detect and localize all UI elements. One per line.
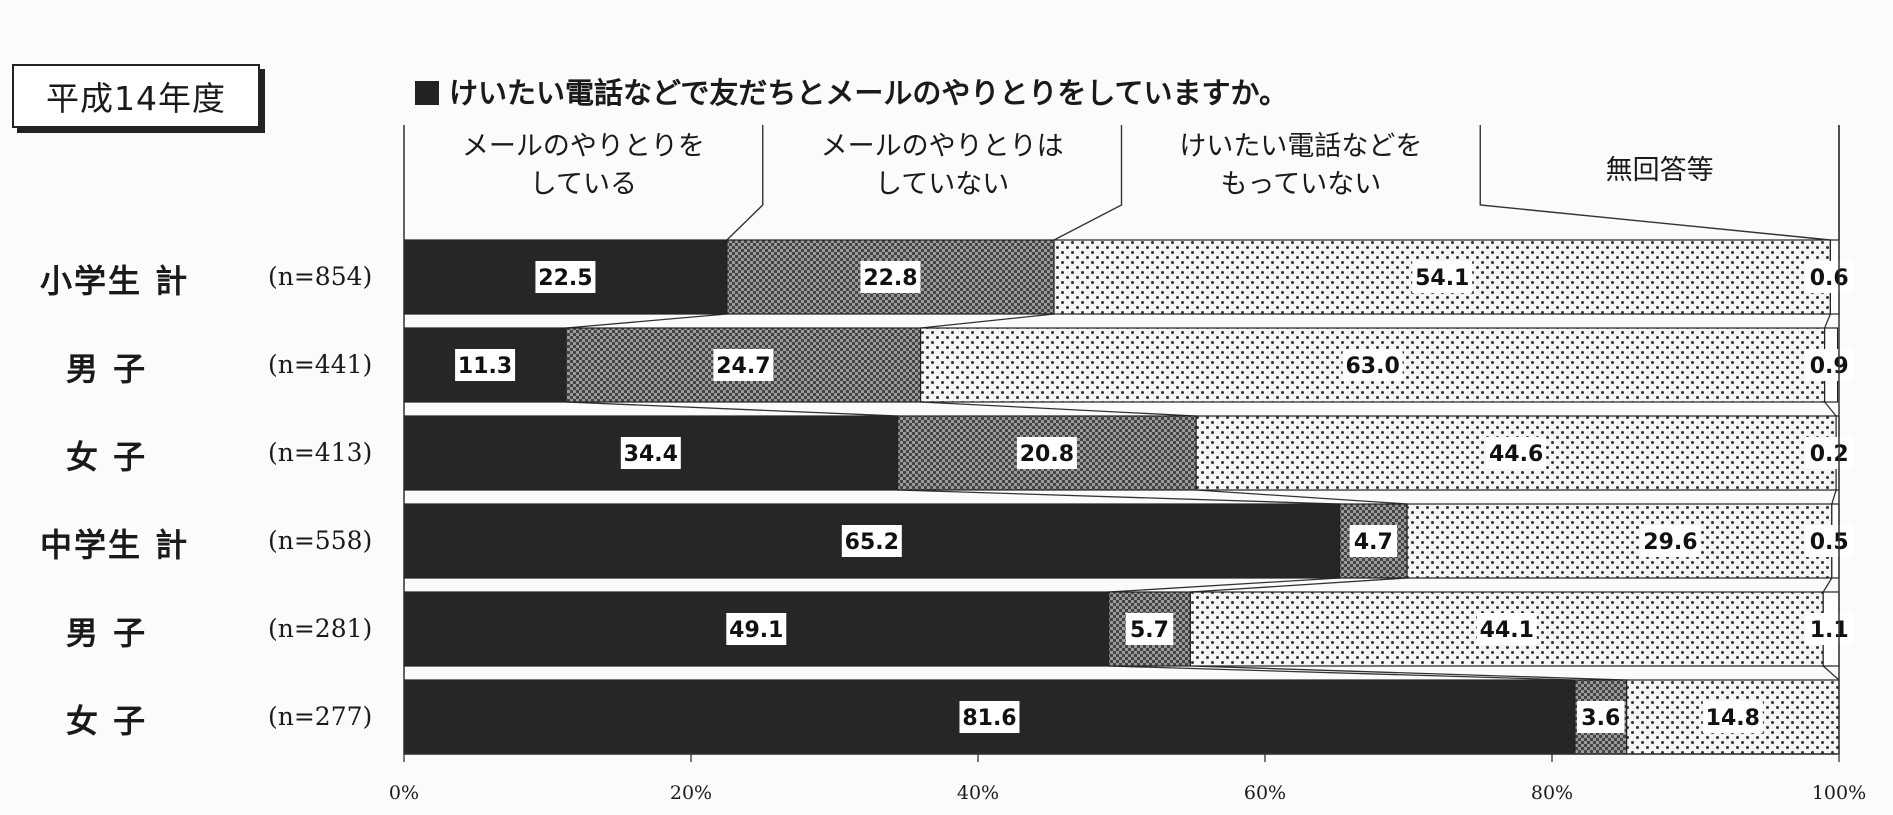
value-label-bg xyxy=(1702,701,1763,733)
value-label-bg xyxy=(959,701,1020,733)
category-header: けいたい電話などを もっていない xyxy=(1179,131,1423,200)
x-tick-label: 60% xyxy=(1243,782,1287,804)
value-label: 24.7 xyxy=(716,354,770,379)
category-header: 無回答等 xyxy=(1605,155,1714,186)
connector-line xyxy=(920,313,1055,329)
x-tick-label: 80% xyxy=(1530,782,1574,804)
connector-line xyxy=(1824,401,1837,417)
value-label: 49.1 xyxy=(729,618,783,643)
header-divider xyxy=(1053,125,1123,241)
value-label: 65.2 xyxy=(845,530,899,555)
connector-line xyxy=(1822,665,1840,681)
value-label-bg xyxy=(1349,525,1398,557)
value-label: 11.3 xyxy=(458,354,512,379)
value-label: 22.5 xyxy=(538,266,592,291)
value-label-bg xyxy=(1476,613,1537,645)
connector-line xyxy=(1822,577,1833,593)
value-label: 44.6 xyxy=(1489,442,1543,467)
value-label: 20.8 xyxy=(1020,442,1074,467)
connector-line xyxy=(1190,665,1627,681)
x-tick-label: 0% xyxy=(388,782,420,804)
value-label: 0.5 xyxy=(1810,530,1849,555)
connector-line xyxy=(1824,313,1831,329)
row-label: 男 子 xyxy=(66,350,148,388)
value-label: 81.6 xyxy=(962,706,1016,731)
row-label: 男 子 xyxy=(66,614,148,652)
sample-size-label: (n=413) xyxy=(268,438,373,467)
value-label: 5.7 xyxy=(1130,618,1169,643)
value-label: 63.0 xyxy=(1345,354,1399,379)
value-label-bg xyxy=(726,613,787,645)
value-label: 54.1 xyxy=(1415,266,1469,291)
value-label: 0.2 xyxy=(1810,442,1849,467)
header-divider xyxy=(1479,125,1831,241)
value-label: 0.6 xyxy=(1810,266,1849,291)
header-divider xyxy=(726,125,764,241)
value-label-bg xyxy=(1640,525,1701,557)
x-tick-label: 100% xyxy=(1811,782,1867,804)
value-label: 44.1 xyxy=(1480,618,1534,643)
value-label-bg xyxy=(1016,437,1077,469)
value-label: 22.8 xyxy=(863,266,917,291)
square-bullet-icon xyxy=(415,81,439,105)
value-label-bg xyxy=(860,261,921,293)
chart-title-text: けいたい電話などで友だちとメールのやりとりをしていますか。 xyxy=(449,76,1288,110)
value-label-bg xyxy=(455,349,516,381)
value-label-bg xyxy=(1342,349,1403,381)
value-label-bg xyxy=(1125,613,1174,645)
sample-size-label: (n=277) xyxy=(268,702,373,731)
x-tick-label: 20% xyxy=(669,782,713,804)
row-label: 女 子 xyxy=(66,438,148,476)
connector-line xyxy=(1831,489,1837,505)
value-label-bg xyxy=(1486,437,1547,469)
sample-size-label: (n=441) xyxy=(268,350,373,379)
connector-line xyxy=(566,401,898,417)
connector-line xyxy=(1108,577,1340,593)
value-label: 14.8 xyxy=(1706,706,1760,731)
value-label-bg xyxy=(1577,701,1625,733)
row-label: 中学生 計 xyxy=(40,526,190,564)
value-label-bg xyxy=(1412,261,1473,293)
value-label: 3.6 xyxy=(1581,706,1620,731)
value-label-bg xyxy=(1805,261,1853,293)
value-label: 1.1 xyxy=(1810,618,1849,643)
value-label-bg xyxy=(620,437,681,469)
category-header: メールのやりとりは していない xyxy=(820,131,1064,200)
value-label-bg xyxy=(1805,525,1853,557)
sample-size-label: (n=281) xyxy=(268,614,373,643)
value-label-bg xyxy=(713,349,774,381)
category-header: メールのやりとりを している xyxy=(461,131,705,200)
value-label: 0.9 xyxy=(1810,354,1849,379)
connector-line xyxy=(1190,577,1408,593)
connector-line xyxy=(566,313,727,329)
value-label: 29.6 xyxy=(1643,530,1697,555)
value-label-bg xyxy=(535,261,596,293)
connector-line xyxy=(1108,665,1575,681)
sample-size-label: (n=854) xyxy=(268,262,373,291)
sample-size-label: (n=558) xyxy=(268,526,373,555)
value-label: 4.7 xyxy=(1354,530,1393,555)
connector-line xyxy=(920,401,1197,417)
value-label-bg xyxy=(1805,437,1853,469)
row-label: 女 子 xyxy=(66,702,148,740)
value-label-bg xyxy=(841,525,902,557)
row-label: 小学生 計 xyxy=(40,262,190,300)
bar-segment xyxy=(1406,503,1833,579)
value-label: 34.4 xyxy=(624,442,678,467)
connector-line xyxy=(897,489,1340,505)
chart-title: けいたい電話などで友だちとメールのやりとりをしていますか。 xyxy=(415,70,1288,112)
connector-line xyxy=(1196,489,1408,505)
value-label-bg xyxy=(1805,349,1853,381)
year-label: 平成14年度 xyxy=(12,64,260,128)
value-label-bg xyxy=(1805,613,1853,645)
x-tick-label: 40% xyxy=(956,782,1000,804)
